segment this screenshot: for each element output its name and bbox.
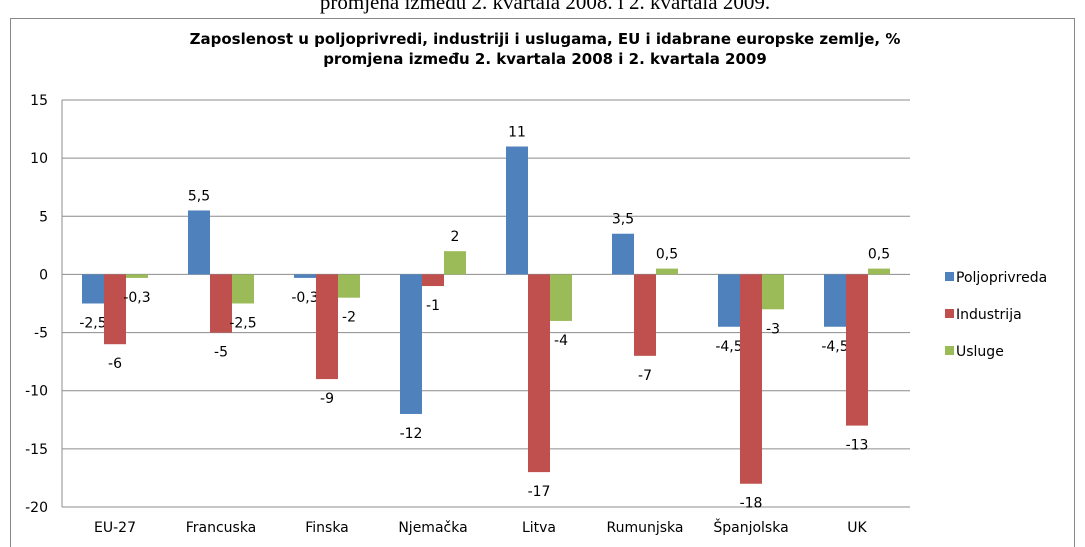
bar bbox=[188, 210, 210, 275]
legend-label: Usluge bbox=[956, 344, 1004, 360]
bar bbox=[444, 251, 466, 275]
data-label: -4 bbox=[554, 333, 568, 349]
data-label: -7 bbox=[638, 368, 652, 384]
legend-label: Poljoprivreda bbox=[956, 270, 1047, 286]
data-label: -13 bbox=[846, 438, 869, 454]
data-label: -18 bbox=[740, 496, 763, 512]
data-label: 2 bbox=[451, 229, 460, 245]
legend-label: Industrija bbox=[956, 307, 1022, 323]
bar bbox=[868, 268, 890, 275]
bar bbox=[824, 274, 846, 327]
bar bbox=[762, 274, 784, 310]
y-tick-label: -20 bbox=[25, 500, 48, 516]
bar bbox=[316, 274, 338, 380]
data-label: -9 bbox=[320, 391, 334, 407]
y-tick-label: -10 bbox=[25, 384, 48, 400]
data-label: -5 bbox=[214, 345, 228, 361]
bar bbox=[634, 274, 656, 356]
data-label: 11 bbox=[508, 125, 526, 141]
bar bbox=[104, 274, 126, 345]
data-label: -2,5 bbox=[229, 316, 256, 332]
bar bbox=[740, 274, 762, 484]
bar bbox=[656, 268, 678, 275]
bar bbox=[232, 274, 254, 304]
bar bbox=[846, 274, 868, 426]
x-tick-label: EU-27 bbox=[94, 520, 136, 536]
bar bbox=[294, 274, 316, 278]
x-tick-label: Rumunjska bbox=[607, 520, 684, 536]
y-tick-label: -15 bbox=[25, 442, 48, 458]
chart-title: promjena između 2. kvartala 2008 i 2. kv… bbox=[323, 50, 767, 68]
y-tick-label: 15 bbox=[30, 93, 48, 109]
y-tick-label: 5 bbox=[39, 209, 48, 225]
x-tick-label: UK bbox=[847, 520, 867, 536]
bar bbox=[400, 274, 422, 414]
data-label: 5,5 bbox=[188, 188, 210, 204]
x-tick-label: Finska bbox=[305, 520, 349, 536]
data-label: -2 bbox=[342, 310, 356, 326]
data-label: -2,5 bbox=[79, 316, 106, 332]
caption: promjena između 2. kvartala 2008. i 2. k… bbox=[320, 0, 770, 14]
data-label: -1 bbox=[426, 298, 440, 314]
data-label: -6 bbox=[108, 356, 122, 372]
bar bbox=[718, 274, 740, 327]
x-tick-label: Francuska bbox=[186, 520, 257, 536]
legend-swatch bbox=[945, 309, 954, 318]
data-label: -4,5 bbox=[821, 339, 848, 355]
data-label: 3,5 bbox=[612, 212, 634, 228]
data-label: -4,5 bbox=[715, 339, 742, 355]
data-label: -0,3 bbox=[291, 290, 318, 306]
data-label: 0,5 bbox=[656, 247, 678, 263]
bar bbox=[126, 274, 148, 278]
x-tick-label: Njemačka bbox=[398, 520, 467, 536]
chart-title: Zaposlenost u poljoprivredi, industriji … bbox=[190, 30, 901, 48]
data-label: 0,5 bbox=[868, 247, 890, 263]
bar bbox=[612, 233, 634, 275]
bar bbox=[338, 274, 360, 298]
bar bbox=[82, 274, 104, 304]
y-tick-label: -5 bbox=[34, 326, 48, 342]
data-label: -12 bbox=[400, 426, 423, 442]
data-label: -17 bbox=[528, 484, 551, 500]
bar bbox=[550, 274, 572, 321]
x-tick-label: Španjolska bbox=[713, 518, 788, 536]
bar bbox=[528, 274, 550, 473]
legend-swatch bbox=[945, 272, 954, 281]
data-label: -0,3 bbox=[123, 290, 150, 306]
bar bbox=[422, 274, 444, 287]
data-label: -3 bbox=[766, 321, 780, 337]
x-tick-label: Litva bbox=[522, 520, 556, 536]
bar bbox=[506, 146, 528, 275]
y-tick-label: 10 bbox=[30, 151, 48, 167]
legend-swatch bbox=[945, 346, 954, 355]
bar bbox=[210, 274, 232, 333]
y-tick-label: 0 bbox=[39, 267, 48, 283]
